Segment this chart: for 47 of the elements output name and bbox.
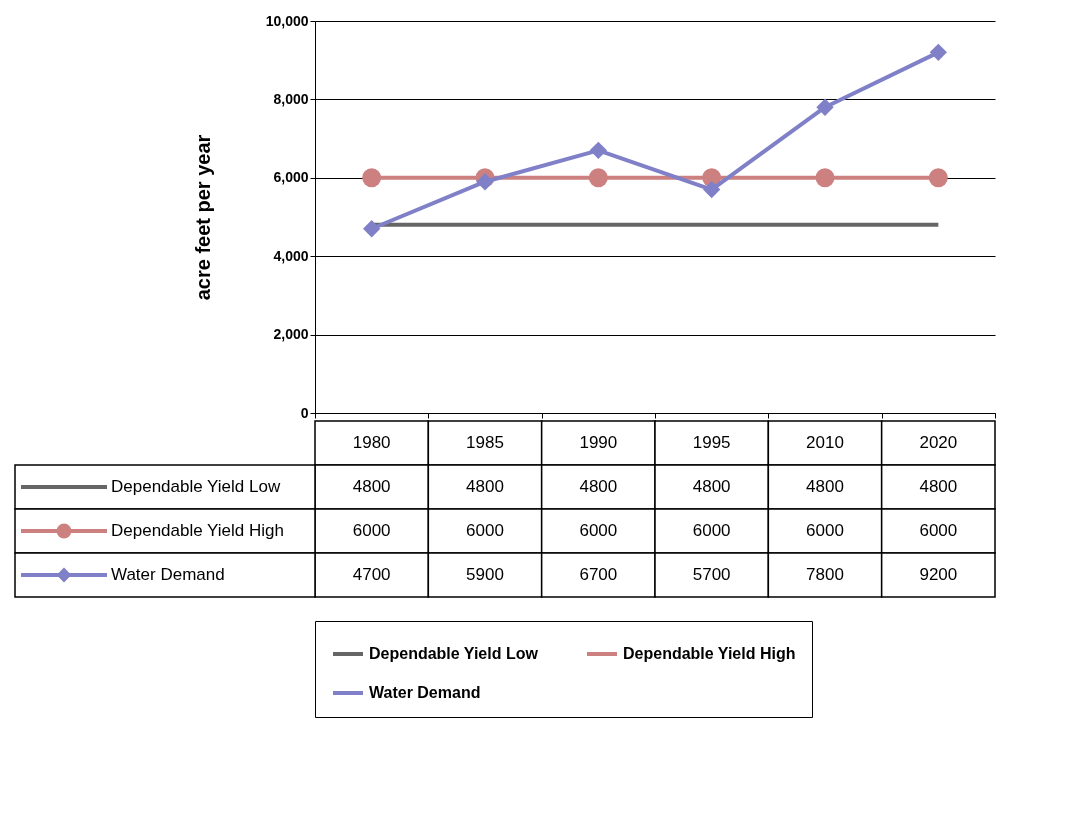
data-label: 4800 (579, 477, 618, 496)
legend-label: Dependable Yield High (111, 521, 284, 540)
data-label: 4800 (466, 477, 504, 496)
data-label: 6000 (692, 521, 731, 540)
data-label: 6000 (466, 521, 504, 540)
y-tick-label: 2,000 (273, 326, 309, 343)
point (363, 220, 381, 238)
point (476, 173, 494, 191)
point (815, 168, 835, 188)
point (816, 98, 834, 116)
x-tick-label: 2010 (806, 433, 844, 452)
data-label: 4800 (692, 477, 731, 496)
y-axis-title: acre feet per year (191, 134, 214, 301)
point (589, 141, 607, 160)
data-label: 7800 (806, 565, 844, 584)
data-label: 5700 (692, 565, 731, 584)
y-tick-label: 8,000 (273, 90, 309, 107)
x-tick-label: 1990 (579, 433, 618, 452)
data-label: 4800 (352, 477, 391, 496)
data-label: 6000 (352, 521, 391, 540)
y-tick-label: 0 (300, 404, 309, 421)
legend-label: Dependable Yield Low (369, 645, 539, 662)
data-label: 6700 (579, 565, 618, 584)
y-tick-label: 10,000 (265, 12, 309, 29)
data-label: 5900 (466, 565, 504, 584)
point (703, 180, 721, 199)
data-label: 6000 (806, 521, 844, 540)
x-tick-label: 1985 (466, 433, 504, 452)
point (362, 168, 382, 188)
point (588, 168, 608, 188)
text: Dependable Yield High (623, 645, 796, 662)
data-label: 6000 (579, 521, 618, 540)
y-tick-label: 4,000 (273, 247, 309, 264)
text: Water Demand (369, 684, 481, 701)
text: Dependable Yield Low (111, 477, 281, 496)
data-label: 6000 (919, 521, 958, 540)
data-label: 9200 (919, 565, 958, 584)
x-tick-label: 2020 (919, 433, 958, 452)
point (929, 43, 947, 62)
x-tick-label: 1995 (692, 433, 731, 452)
x-tick-label: 1980 (352, 433, 391, 452)
data-label: 4800 (919, 477, 958, 496)
data-label: 4700 (352, 565, 391, 584)
legend-label: Water Demand (111, 565, 225, 584)
point (928, 168, 948, 188)
y-tick-label: 6,000 (273, 169, 309, 186)
data-label: 4800 (806, 477, 844, 496)
